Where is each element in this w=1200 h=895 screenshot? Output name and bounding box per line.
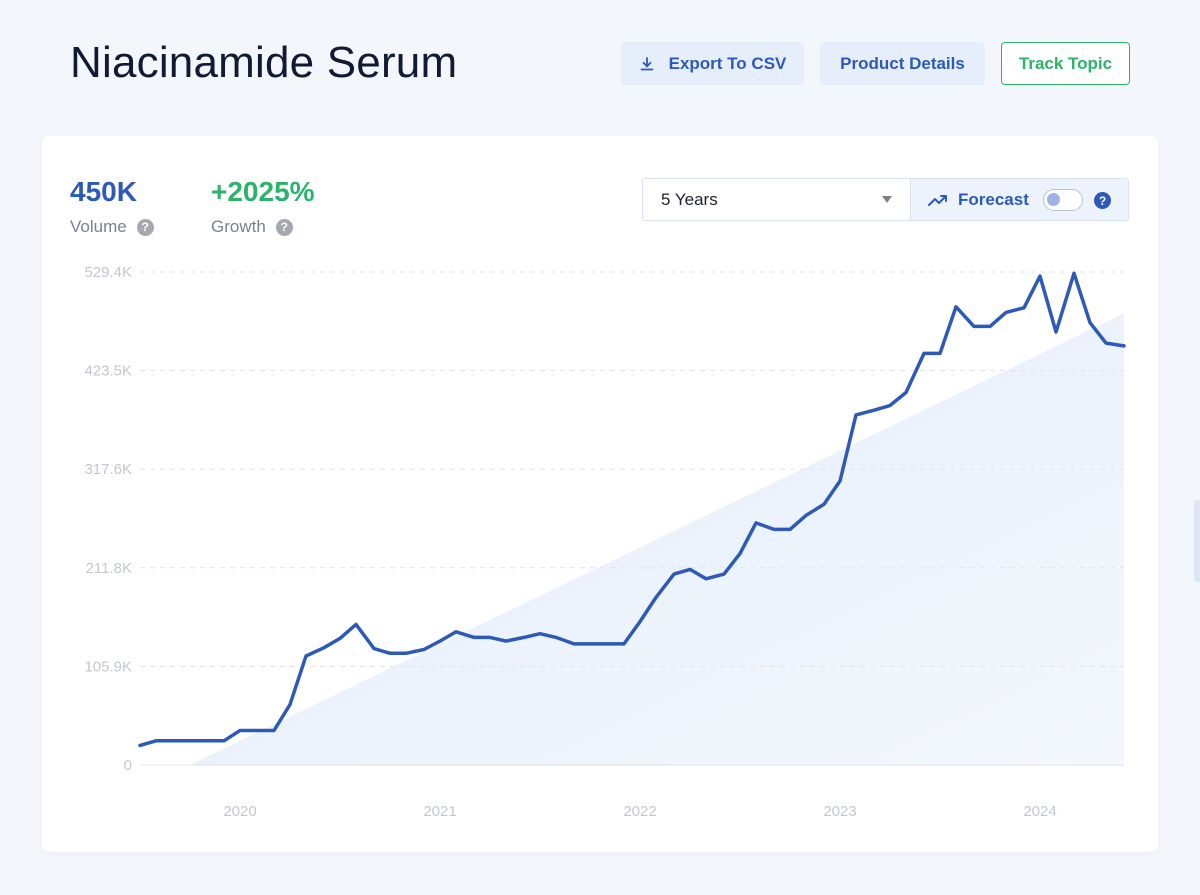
- page-title: Niacinamide Serum: [70, 38, 458, 87]
- volume-help-icon[interactable]: ?: [136, 218, 154, 236]
- volume-series-line: [138, 271, 1126, 748]
- trend-area: [190, 313, 1124, 765]
- y-tick-label: 423.5K: [84, 363, 132, 380]
- forecast-panel: Forecast ?: [911, 179, 1128, 220]
- growth-label-row: Growth ?: [211, 217, 293, 237]
- y-tick-label: 211.8K: [86, 560, 132, 577]
- toggle-knob: [1047, 193, 1060, 206]
- chevron-down-icon: [882, 196, 892, 203]
- x-tick-label: 2021: [423, 803, 456, 820]
- growth-value: +2025%: [211, 176, 315, 207]
- x-tick-label: 2023: [823, 803, 856, 820]
- x-tick-label: 2024: [1023, 803, 1056, 820]
- y-tick-label: 529.4K: [84, 264, 132, 281]
- volume-label-row: Volume ?: [70, 217, 154, 237]
- time-range-value: 5 Years: [661, 189, 718, 209]
- volume-value: 450K: [70, 176, 137, 207]
- chart-controls: 5 Years Forecast ?: [642, 178, 1129, 221]
- side-scroll-handle[interactable]: [1194, 500, 1200, 582]
- x-tick-label: 2022: [623, 803, 656, 820]
- x-tick-label: 2020: [223, 803, 256, 820]
- y-tick-label: 0: [124, 757, 132, 774]
- product-details-button[interactable]: Product Details: [820, 42, 985, 85]
- forecast-label: Forecast: [958, 189, 1029, 209]
- track-topic-button[interactable]: Track Topic: [1001, 42, 1130, 85]
- growth-label: Growth: [211, 217, 266, 236]
- growth-help-icon[interactable]: ?: [275, 218, 293, 236]
- export-csv-button[interactable]: Export To CSV: [621, 42, 804, 85]
- time-range-select[interactable]: 5 Years: [643, 179, 911, 220]
- trend-card: 450K +2025% Volume ? Growth ? 5 Years Fo…: [42, 136, 1158, 852]
- forecast-help-icon[interactable]: ?: [1094, 192, 1111, 209]
- forecast-toggle[interactable]: [1043, 189, 1083, 211]
- y-tick-label: 105.9K: [84, 658, 132, 675]
- volume-label: Volume: [70, 217, 127, 236]
- volume-line-chart: 529.4K 423.5K 317.6K 211.8K 105.9K 0 2020 2021 2…: [84, 264, 1126, 820]
- y-tick-label: 317.6K: [84, 461, 132, 478]
- trending-up-icon: [928, 194, 947, 206]
- download-icon: [640, 56, 654, 70]
- export-csv-label: Export To CSV: [668, 53, 787, 73]
